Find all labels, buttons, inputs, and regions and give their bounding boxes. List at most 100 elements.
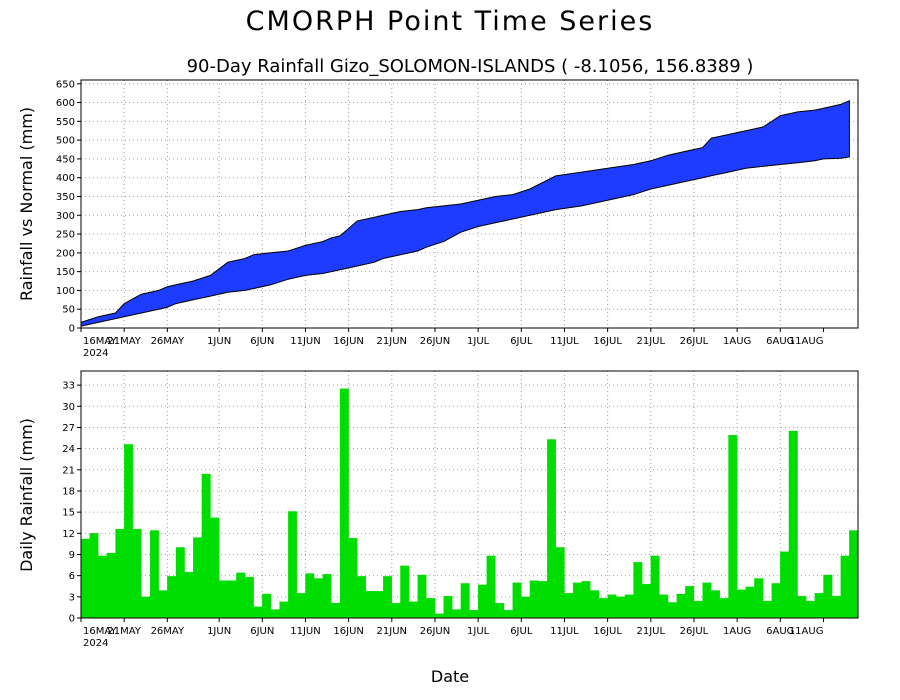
y-tick-label: 27 (62, 423, 75, 434)
x-tick-label: 16MAY (83, 336, 117, 347)
daily-y-ticks: 0 3 6 9 12 15 18 21 24 27 30 33 (62, 381, 81, 625)
daily-bar (98, 555, 108, 619)
y-tick-label: 150 (56, 267, 75, 278)
daily-bar (469, 610, 479, 619)
daily-bar (736, 589, 746, 619)
daily-bar (831, 595, 841, 619)
daily-bar (460, 583, 470, 619)
y-tick-label: 250 (56, 230, 75, 241)
daily-bar (391, 603, 401, 619)
y-tick-label: 300 (56, 211, 75, 222)
daily-bar (365, 591, 375, 619)
x-tick-label: 26JUN (420, 626, 450, 637)
y-tick-label: 33 (62, 381, 75, 392)
daily-bar (503, 610, 513, 619)
daily-bar (262, 593, 272, 619)
daily-bar (590, 590, 600, 619)
daily-bar (693, 600, 703, 619)
daily-bar (659, 594, 669, 619)
x-tick-label: 1JUN (207, 336, 231, 347)
daily-bar (745, 586, 755, 619)
daily-bar (823, 574, 833, 619)
daily-bar (598, 598, 608, 619)
x-tick-label: 11AUG (789, 626, 824, 637)
accumulated-y-axis-label: Rainfall vs Normal (mm) (17, 107, 36, 301)
y-tick-label: 3 (69, 592, 75, 603)
x-tick-label: 6JUL (510, 626, 533, 637)
x-tick-label: 21MAY (107, 626, 141, 637)
y-tick-label: 500 (56, 136, 75, 147)
y-tick-label: 350 (56, 192, 75, 203)
daily-bar (253, 606, 263, 619)
x-tick-label: 6JUN (250, 336, 274, 347)
y-tick-label: 9 (69, 550, 75, 561)
x-axis-label: Date (431, 667, 469, 686)
x-tick-label: 1JUL (467, 626, 490, 637)
daily-bar (788, 430, 798, 619)
x-tick-label: 6JUL (510, 336, 533, 347)
daily-bar (236, 572, 246, 619)
daily-bar (348, 538, 358, 619)
x-tick-label: 1JUN (207, 626, 231, 637)
daily-bar (547, 439, 556, 619)
y-tick-label: 400 (56, 173, 75, 184)
daily-bar (149, 530, 159, 619)
daily-bar (771, 583, 781, 619)
y-tick-label: 450 (56, 154, 75, 165)
daily-bar (124, 444, 133, 619)
daily-bar (529, 580, 539, 619)
chart-subtitle: 90-Day Rainfall Gizo_SOLOMON-ISLANDS ( -… (187, 56, 754, 77)
x-year-label: 2024 (83, 348, 108, 359)
y-tick-label: 18 (62, 486, 75, 497)
daily-bar (814, 593, 824, 619)
daily-bar (218, 580, 228, 619)
daily-bar (849, 530, 859, 619)
daily-bar (193, 537, 203, 619)
daily-bar (434, 613, 444, 619)
daily-bar (158, 590, 168, 619)
daily-bar (581, 581, 591, 619)
accumulated-plot-frame (80, 79, 859, 329)
x-tick-label: 11JUN (290, 626, 320, 637)
x-tick-label: 26JUN (420, 336, 450, 347)
y-tick-label: 21 (62, 465, 75, 476)
daily-bar (780, 551, 790, 619)
y-tick-label: 0 (69, 324, 75, 335)
daily-bar (115, 528, 125, 619)
daily-bar (797, 595, 807, 619)
daily-bar (167, 576, 177, 619)
y-tick-label: 50 (62, 305, 75, 316)
x-tick-label: 11JUN (290, 336, 320, 347)
y-tick-label: 30 (62, 402, 75, 413)
daily-bar (322, 574, 332, 619)
daily-bar (305, 573, 315, 619)
x-tick-label: 11JUL (550, 336, 579, 347)
x-tick-label: 26MAY (151, 336, 185, 347)
y-tick-label: 100 (56, 286, 75, 297)
daily-bar (313, 578, 323, 619)
daily-bar (719, 598, 729, 619)
daily-bar (244, 576, 254, 619)
x-tick-label: 26JUL (680, 626, 709, 637)
daily-bar (667, 602, 677, 619)
x-tick-label: 21MAY (107, 336, 141, 347)
x-tick-label: 16MAY (83, 626, 117, 637)
x-tick-label: 21JUN (377, 626, 407, 637)
chart-title: CMORPH Point Time Series (246, 6, 655, 37)
daily-bar (426, 598, 436, 619)
x-tick-label: 11JUL (550, 626, 579, 637)
daily-bar (331, 603, 341, 619)
x-tick-label: 21JUN (377, 336, 407, 347)
daily-bar (452, 609, 462, 619)
daily-bar (607, 594, 617, 619)
daily-plot-frame (80, 370, 859, 619)
x-tick-label: 26JUL (680, 336, 709, 347)
daily-bar (538, 581, 548, 619)
accumulated-band (80, 99, 850, 327)
x-tick-label: 16JUL (593, 626, 622, 637)
x-tick-label: 6AUG (766, 626, 794, 637)
x-tick-label: 11AUG (789, 336, 824, 347)
x-tick-label: 21JUL (637, 336, 666, 347)
